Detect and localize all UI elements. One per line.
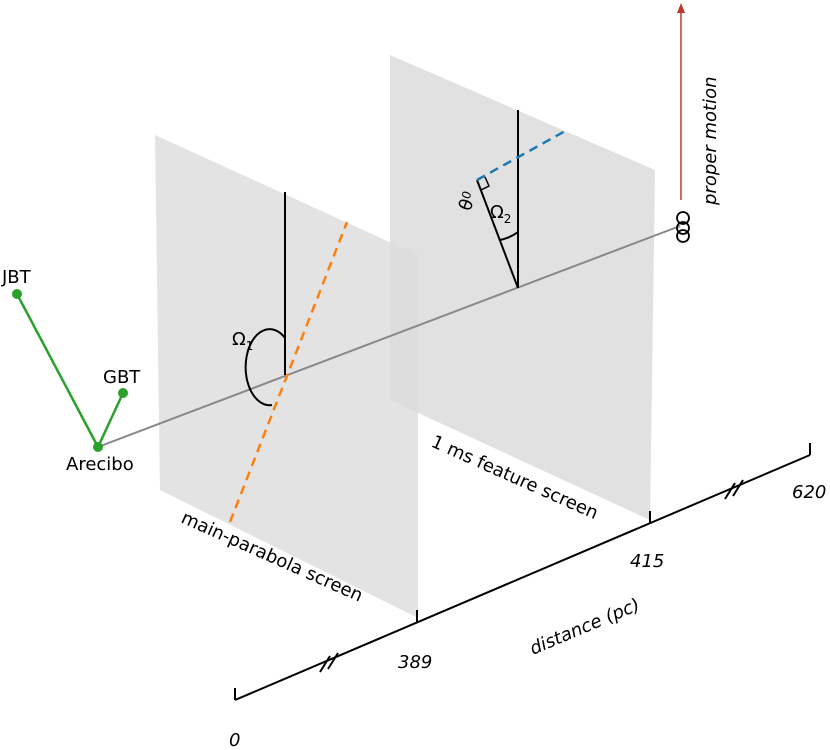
angle-subscript: 0 [459, 189, 475, 201]
angle-arc [499, 231, 519, 241]
angle-symbol: Ω [232, 329, 246, 350]
perpendicular-line [476, 128, 568, 182]
angle-symbol: Ω [490, 202, 504, 223]
screen-2 [390, 55, 655, 520]
line-of-sight [97, 225, 681, 448]
axis-label: distance (pc) [527, 594, 643, 659]
tick-label: 620 [792, 482, 826, 503]
feature-line [476, 179, 519, 289]
angle-subscript: 1 [246, 339, 254, 353]
angle-label: Ω2 [490, 202, 511, 226]
angle-arc [244, 328, 286, 407]
telescope [12, 289, 22, 299]
orientation-line [228, 221, 349, 523]
motion-label: proper motion [700, 77, 721, 207]
arrow-head [677, 3, 685, 13]
angle-subscript: 2 [504, 212, 512, 226]
telescope-label: GBT [103, 367, 141, 388]
distance-axis [234, 443, 811, 701]
telescope [93, 442, 103, 452]
right-angle [480, 176, 490, 191]
tick-label: 0 [229, 730, 240, 750]
telescope-label: Arecibo [66, 454, 134, 475]
telescope-label: JBT [1, 267, 32, 288]
angle-label: Ω1 [232, 329, 253, 353]
tick-label: 415 [630, 551, 664, 572]
telescope [118, 388, 128, 398]
pulsar [676, 211, 690, 243]
tick-label: 389 [398, 652, 432, 673]
